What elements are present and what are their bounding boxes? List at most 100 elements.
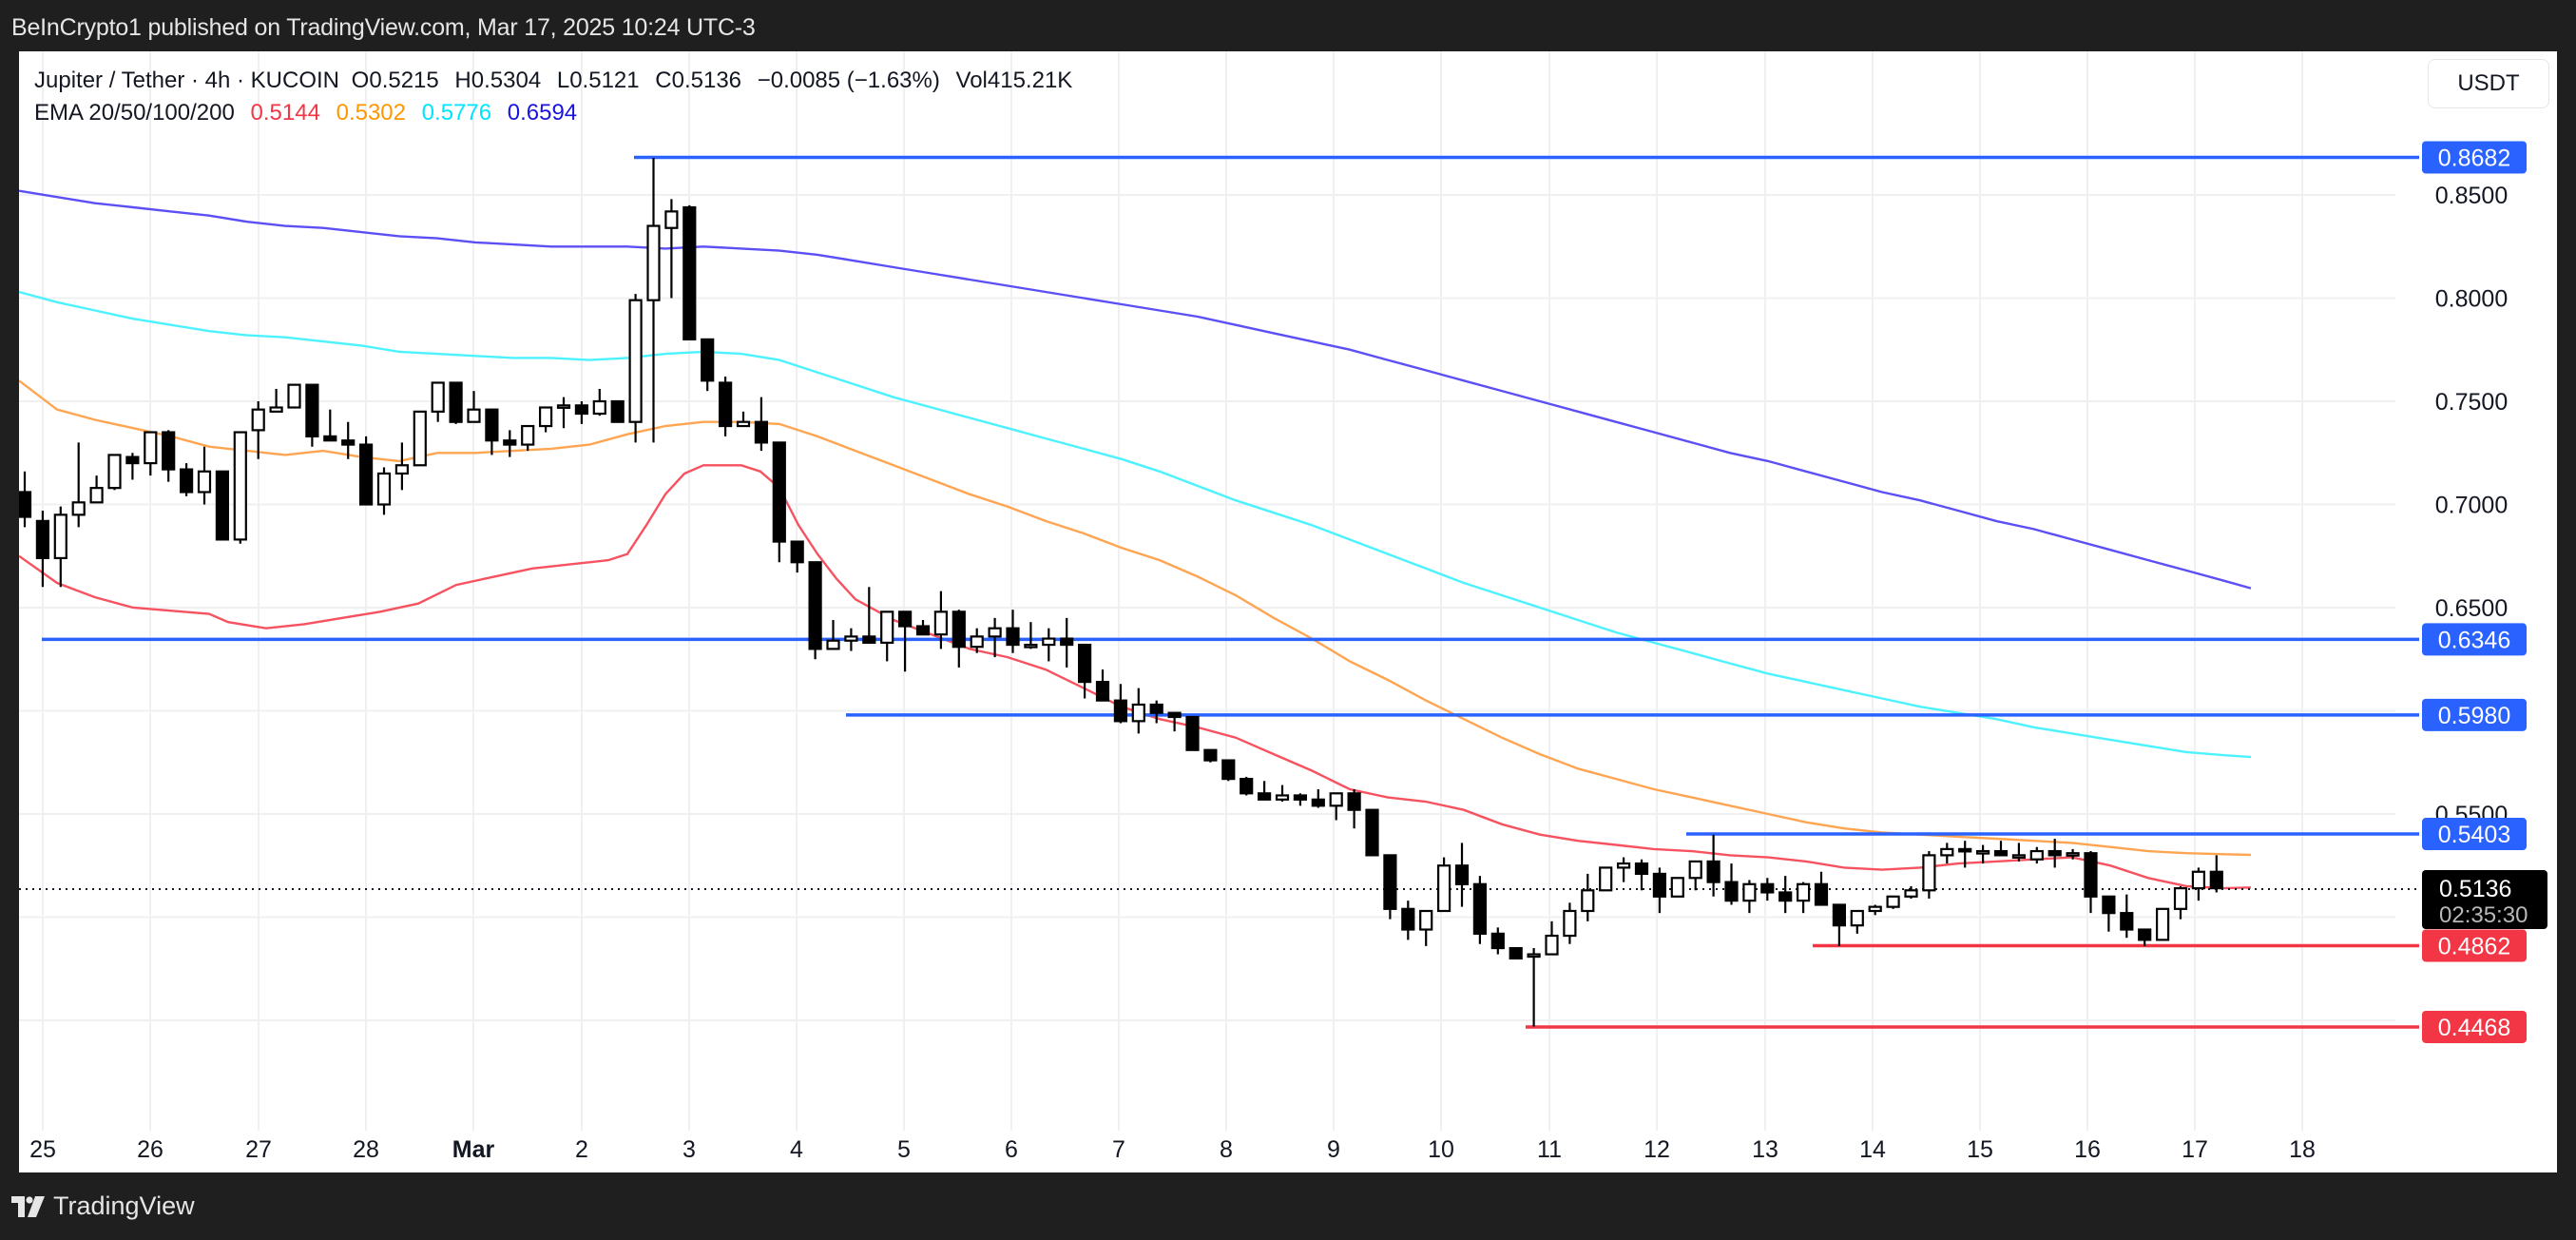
candle: [1095, 669, 1110, 702]
candle: [1185, 715, 1200, 751]
candle: [1419, 909, 1433, 946]
candle: [2084, 851, 2098, 914]
time-tick-label: 4: [790, 1136, 803, 1163]
candle: [754, 397, 769, 452]
candle: [431, 381, 445, 422]
volume-value: 415.21K: [987, 68, 1073, 93]
candle: [1778, 876, 1793, 914]
high-value: 0.5304: [471, 68, 542, 93]
candle: [53, 506, 67, 588]
time-tick-label: 25: [29, 1136, 56, 1163]
svg-text:0.5403: 0.5403: [2438, 822, 2510, 848]
candle: [1796, 882, 1811, 914]
svg-text:0.8682: 0.8682: [2438, 145, 2510, 172]
ema-label[interactable]: EMA 20/50/100/200: [34, 100, 235, 126]
price-axis[interactable]: 0.85000.80000.75000.70000.65000.55000.86…: [2422, 141, 2547, 1043]
time-tick-label: 14: [1859, 1136, 1886, 1163]
candle: [1490, 927, 1505, 955]
candle: [646, 157, 661, 443]
price-tick-label: 0.7000: [2435, 493, 2508, 519]
time-axis[interactable]: 25 26 27 28 Mar 2 3 4 5 6 7 8 9 10 11 12 13 14 15 16 17 18: [29, 1136, 2316, 1163]
candle: [485, 408, 499, 455]
candle: [305, 383, 319, 447]
candle: [1006, 610, 1020, 653]
svg-text:0.4468: 0.4468: [2438, 1015, 2510, 1041]
ema-row: EMA 20/50/100/200 0.5144 0.5302 0.5776 0…: [34, 97, 1078, 129]
candle: [718, 376, 733, 436]
time-tick-label: 7: [1112, 1136, 1125, 1163]
candle: [1203, 748, 1218, 763]
volume-label: Vol: [955, 68, 988, 93]
candle: [1454, 843, 1470, 907]
candle: [413, 410, 427, 467]
candle: [701, 338, 715, 392]
candle: [1581, 873, 1595, 921]
tradingview-logo[interactable]: TradingView: [11, 1192, 195, 1221]
candle: [790, 540, 804, 573]
chart-panel[interactable]: 0.8500 0.8000 0.7500 0.7000 0.6500 0.5500 0.86…: [19, 51, 2557, 1172]
candle: [1311, 788, 1325, 808]
candle: [71, 442, 86, 528]
candle: [1724, 863, 1739, 905]
candle: [2209, 855, 2223, 893]
candle: [862, 587, 876, 644]
candle: [215, 470, 229, 541]
resistance-price-tag: 0.5403: [2422, 818, 2527, 851]
candle: [2047, 839, 2062, 868]
candle: [1742, 880, 1757, 914]
candle: [1868, 904, 1882, 916]
candle: [1706, 834, 1721, 897]
low-label: L: [556, 68, 570, 93]
candle: [2173, 885, 2188, 920]
svg-text:0.5980: 0.5980: [2438, 703, 2510, 729]
candle: [2138, 928, 2152, 946]
ema50-value: 0.5302: [336, 100, 406, 126]
candle: [664, 199, 679, 299]
symbol-title[interactable]: Jupiter / Tether · 4h · KUCOIN: [34, 68, 339, 93]
ohlc-row: Jupiter / Tether · 4h · KUCOIN O0.5215 H…: [34, 65, 1078, 97]
price-tick-label: 0.6500: [2435, 595, 2508, 622]
candle: [2011, 843, 2026, 862]
candle: [376, 467, 392, 515]
currency-button[interactable]: USDT: [2428, 59, 2549, 108]
candle: [1527, 948, 1541, 1027]
ema20-value: 0.5144: [250, 100, 320, 126]
candle: [682, 204, 697, 341]
chart-legend: Jupiter / Tether · 4h · KUCOIN O0.5215 H…: [34, 65, 1078, 129]
candle: [233, 431, 247, 544]
candle: [988, 617, 1002, 658]
candle: [269, 388, 283, 413]
candle: [1042, 628, 1056, 662]
candle: [521, 424, 535, 452]
candle: [628, 294, 643, 443]
candle: [952, 610, 966, 668]
candle: [323, 409, 337, 442]
candle: [1257, 781, 1272, 801]
candle: [1221, 759, 1236, 782]
candle: [1383, 854, 1397, 920]
open-label: O: [351, 68, 370, 93]
candle: [394, 442, 409, 491]
ema200-line: [19, 189, 2252, 590]
candle: [503, 430, 517, 457]
candle: [933, 591, 949, 649]
price-levels: [42, 155, 2419, 1029]
time-tick-label: 5: [897, 1136, 911, 1163]
candle: [1060, 617, 1074, 668]
tradingview-brand: TradingView: [53, 1192, 195, 1220]
svg-text:02:35:30: 02:35:30: [2439, 902, 2528, 928]
candle: [1113, 684, 1128, 724]
tradingview-logo-icon: [11, 1195, 45, 1217]
time-tick-label: 12: [1644, 1136, 1670, 1163]
candle: [2066, 848, 2080, 860]
candle: [1131, 688, 1145, 734]
ema100-line: [19, 290, 2252, 759]
candle: [197, 446, 212, 505]
candles: [19, 157, 2223, 1027]
candle: [1401, 901, 1415, 940]
publish-info: BeInCrypto1 published on TradingView.com…: [0, 0, 2576, 51]
candle: [915, 620, 931, 636]
price-chart[interactable]: 0.85000.80000.75000.70000.65000.55000.86…: [19, 51, 2557, 1172]
time-tick-label: 10: [1428, 1136, 1454, 1163]
